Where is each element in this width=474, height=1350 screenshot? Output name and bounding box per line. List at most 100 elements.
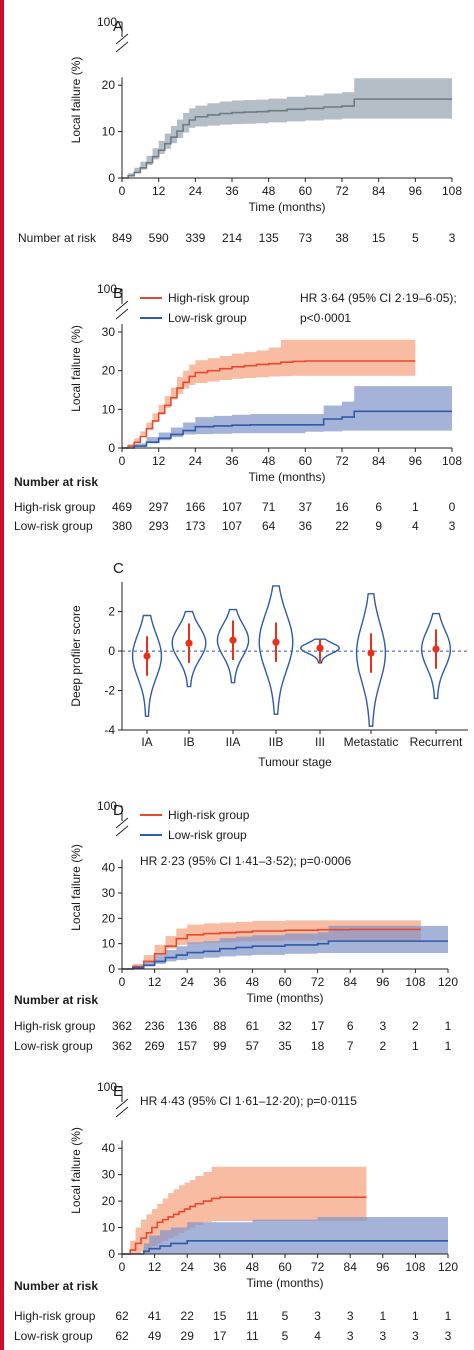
x-tick-label: 48 [246,975,260,989]
risk-count: 107 [222,519,242,533]
hr-annotation: p<0·0001 [300,311,351,325]
y-tick-label: 0 [108,644,115,658]
x-tick-label: 24 [181,975,195,989]
median-dot [367,649,375,657]
x-tick-label: 36 [213,975,227,989]
risk-count: 41 [148,1309,162,1323]
y-tick-label: 20 [102,78,116,92]
hr-annotation: HR 4·43 (95% CI 1·61–12·20); p=0·0115 [140,1094,357,1108]
risk-count: 5 [412,231,419,245]
ci-band-2 [122,386,452,448]
x-tick-label: 24 [189,184,203,198]
x-tick-label: 84 [344,1260,358,1274]
risk-table-header: Number at risk [14,993,98,1007]
y-axis-label: Local failure (%) [69,325,83,412]
x-tick-label: 72 [335,184,349,198]
y-tick-label: 100 [97,799,117,813]
risk-count: 3 [379,1019,386,1033]
risk-table-header: Number at risk [14,475,98,489]
y-tick-label: 30 [102,325,116,339]
violin-shape [171,610,207,688]
risk-count: 590 [149,231,169,245]
x-tick-label: 108 [442,454,462,468]
risk-count: 62 [115,1309,129,1323]
y-tick-label: 10 [102,402,116,416]
risk-count: 236 [145,1019,165,1033]
risk-count: 62 [115,1329,129,1343]
panel-c: C -4 -2 0 2 Deep profiler score IA IB IIA IIB III M… [69,560,468,769]
axis-break-mark [115,817,129,829]
survival-line-2 [122,1239,448,1255]
risk-count: 293 [149,519,169,533]
survival-line-2 [122,940,448,970]
axis-break-mark [115,1106,129,1118]
x-tick-label: IIA [226,735,241,749]
x-tick-label: 60 [299,454,313,468]
x-tick-label: 48 [262,454,276,468]
risk-count: 5 [282,1329,289,1343]
risk-count: 1 [445,1019,452,1033]
y-tick-label: 10 [102,1221,116,1235]
y-tick-label: 40 [102,1141,116,1155]
x-tick-label: 108 [405,1260,425,1274]
risk-count: 99 [213,1039,227,1053]
median-dot [272,638,280,646]
violin-shape [216,608,250,684]
y-tick-label: 30 [102,886,116,900]
risk-count: 0 [449,500,456,514]
risk-count: 214 [222,231,242,245]
x-tick-label: 84 [344,975,358,989]
risk-count: 5 [282,1309,289,1323]
risk-count: 173 [185,519,205,533]
x-tick-label: 60 [278,975,292,989]
y-tick-label: 30 [102,1168,116,1182]
risk-count: 18 [311,1039,325,1053]
risk-count: 57 [246,1039,260,1053]
y-axis-label: Local failure (%) [69,57,83,144]
x-tick-label: 0 [119,454,126,468]
y-tick-label: 100 [97,15,117,29]
median-dot [229,636,237,644]
x-tick-label: 36 [225,184,239,198]
hr-annotation: HR 2·23 (95% CI 1·41–3·52); p=0·0006 [140,854,351,868]
x-tick-label: 0 [119,184,126,198]
x-tick-label: 60 [278,1260,292,1274]
risk-row-label: High-risk group [14,500,96,514]
x-tick-label: 12 [148,975,162,989]
x-tick-label: 12 [152,454,166,468]
y-tick-label: 10 [102,937,116,951]
x-tick-label: 84 [372,454,386,468]
risk-count: 38 [335,231,349,245]
ci-band-2 [122,1216,448,1254]
x-tick-label: 108 [442,184,462,198]
x-tick-label: 96 [376,1260,390,1274]
x-tick-label: 120 [438,1260,458,1274]
x-tick-label: 72 [311,1260,325,1274]
y-tick-label: 40 [102,861,116,875]
x-tick-label: 12 [148,1260,162,1274]
risk-count: 1 [379,1309,386,1323]
risk-count: 3 [449,231,456,245]
risk-count: 11 [246,1309,259,1323]
violin-shape [420,612,452,700]
risk-row-label: High-risk group [14,1019,96,1033]
risk-count: 37 [299,500,313,514]
x-tick-label: 0 [119,975,126,989]
y-axis-label: Local failure (%) [69,1127,83,1214]
risk-count: 22 [335,519,349,533]
legend-label: High-risk group [168,291,250,305]
risk-table-header: Number at risk [18,231,97,245]
x-tick-label: 72 [335,454,349,468]
risk-count: 3 [347,1329,354,1343]
risk-count: 17 [213,1329,227,1343]
risk-count: 1 [412,500,419,514]
risk-count: 49 [148,1329,162,1343]
axis-break-mark [115,33,129,45]
violin-shape [131,614,163,717]
risk-count: 362 [112,1039,132,1053]
median-dot [432,645,440,653]
